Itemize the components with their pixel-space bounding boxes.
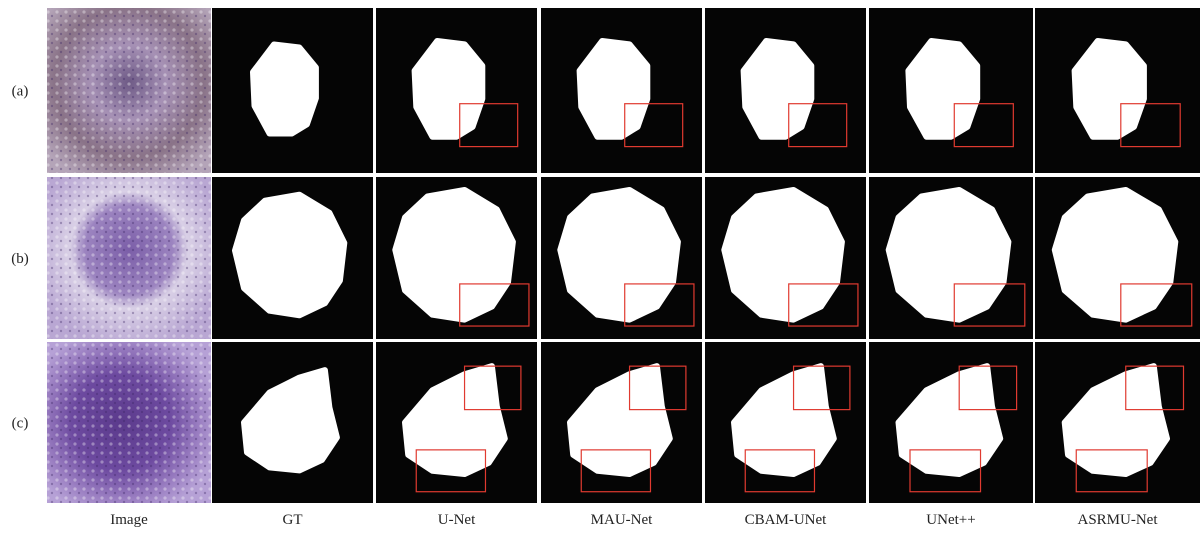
column-label: UNet++ xyxy=(926,512,975,528)
column-label: Image xyxy=(110,512,148,528)
tissue-texture xyxy=(47,8,211,173)
segmentation-mask xyxy=(1055,190,1176,320)
segmentation-mask xyxy=(1075,41,1144,137)
row-label: (b) xyxy=(11,251,29,267)
segmentation-mask xyxy=(253,45,316,134)
segmentation-mask xyxy=(560,190,678,320)
column-label: MAU-Net xyxy=(591,512,653,528)
segmentation-mask xyxy=(889,190,1009,320)
tissue-texture xyxy=(47,177,211,339)
row-label: (c) xyxy=(12,416,29,432)
segmentation-mask xyxy=(908,41,977,137)
segmentation-mask xyxy=(724,190,842,320)
segmentation-mask xyxy=(580,41,648,137)
column-label: ASRMU-Net xyxy=(1077,512,1158,528)
column-label: CBAM-UNet xyxy=(745,512,827,528)
segmentation-mask xyxy=(415,41,483,137)
segmentation-mask xyxy=(395,190,513,320)
segmentation-mask xyxy=(235,195,344,316)
row-label: (a) xyxy=(12,84,29,100)
figure: (a) (b) (c) Image GT U-Net MAU-Net CBAM-UNet UNe… xyxy=(0,0,1203,531)
column-label: U-Net xyxy=(438,512,476,528)
tissue-texture xyxy=(47,342,211,503)
segmentation-mask xyxy=(744,41,812,137)
column-label: GT xyxy=(283,512,303,528)
